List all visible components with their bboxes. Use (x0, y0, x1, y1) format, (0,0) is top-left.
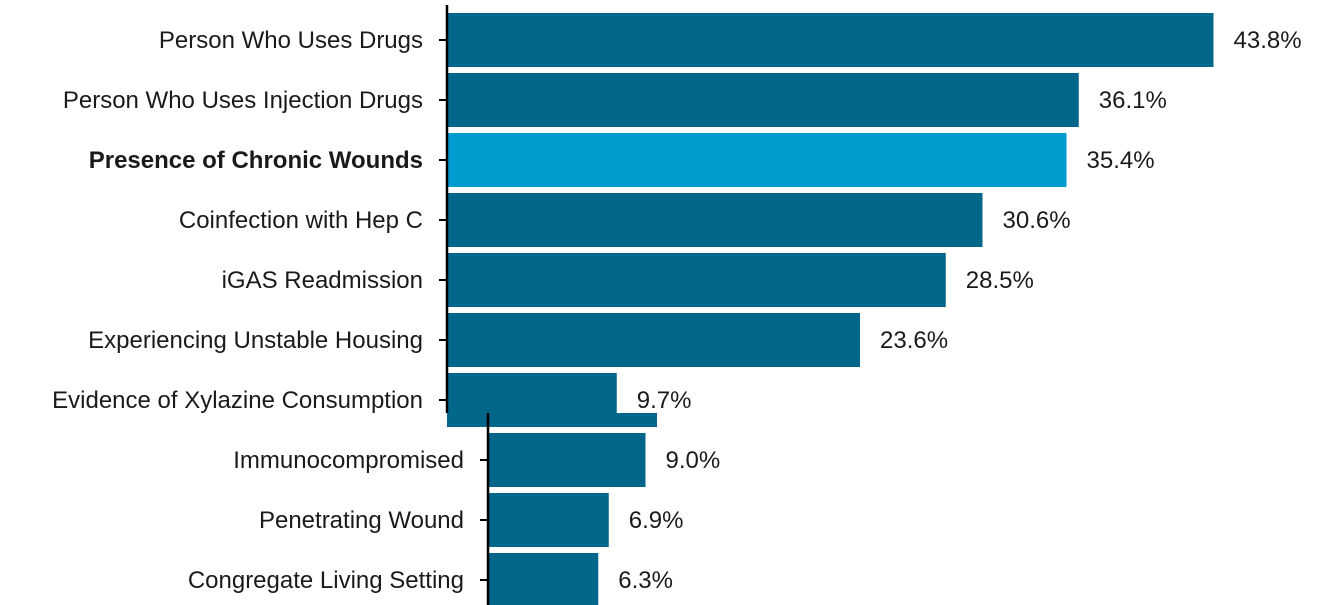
bar-person-who-uses-injection-drugs (447, 73, 1079, 127)
bar-immunocompromised (488, 433, 646, 487)
category-label-person-who-uses-injection-drugs: Person Who Uses Injection Drugs (63, 87, 423, 114)
category-label-evidence-of-xylazine-consumption: Evidence of Xylazine Consumption (52, 387, 423, 414)
bar-congregate-living-setting (488, 553, 599, 605)
bar-presence-of-chronic-wounds (447, 133, 1067, 187)
category-label-person-who-uses-drugs: Person Who Uses Drugs (159, 27, 423, 54)
value-label-igas-readmission: 28.5% (966, 267, 1034, 294)
value-label-congregate-living-setting: 6.3% (618, 567, 673, 594)
value-label-experiencing-unstable-housing: 23.6% (880, 327, 948, 354)
bars (447, 13, 1214, 605)
category-label-penetrating-wound: Penetrating Wound (259, 507, 464, 534)
bar-experiencing-unstable-housing (447, 313, 860, 367)
category-label-igas-readmission: iGAS Readmission (222, 267, 423, 294)
bar-igas-readmission (447, 253, 946, 307)
category-label-presence-of-chronic-wounds: Presence of Chronic Wounds (89, 147, 423, 174)
category-label-experiencing-unstable-housing: Experiencing Unstable Housing (88, 327, 423, 354)
value-label-immunocompromised: 9.0% (666, 447, 721, 474)
category-label-coinfection-with-hep-c: Coinfection with Hep C (179, 207, 423, 234)
bar-penetrating-wound (488, 493, 609, 547)
value-labels: 43.8% 36.1% 35.4% 30.6% 28.5% 23.6% 9.7% 9.0% 6.… (618, 27, 1301, 594)
axis-offset-connector (447, 413, 657, 427)
category-labels: Person Who Uses Drugs Person Who Uses Inj… (52, 27, 464, 594)
bar-coinfection-with-hep-c (447, 193, 983, 247)
value-label-coinfection-with-hep-c: 30.6% (1003, 207, 1071, 234)
category-label-congregate-living-setting: Congregate Living Setting (188, 567, 464, 594)
value-label-presence-of-chronic-wounds: 35.4% (1087, 147, 1155, 174)
category-label-immunocompromised: Immunocompromised (233, 447, 464, 474)
value-label-person-who-uses-injection-drugs: 36.1% (1099, 87, 1167, 114)
value-label-penetrating-wound: 6.9% (629, 507, 684, 534)
value-label-person-who-uses-drugs: 43.8% (1234, 27, 1302, 54)
bar-person-who-uses-drugs (447, 13, 1214, 67)
value-label-evidence-of-xylazine-consumption: 9.7% (637, 387, 692, 414)
axes (439, 5, 490, 605)
